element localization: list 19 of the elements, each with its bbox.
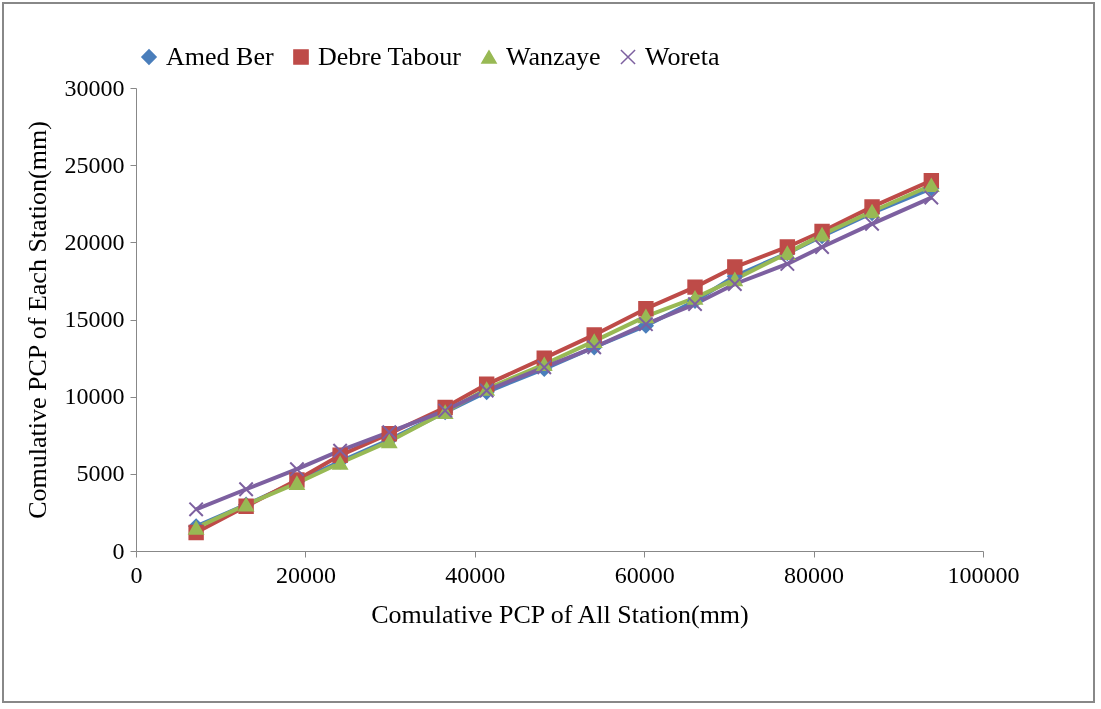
x-tick-label: 60000 xyxy=(614,561,675,588)
x-tick-label: 0 xyxy=(130,561,143,588)
y-tick-label: 5000 xyxy=(76,460,125,487)
y-tick-label: 25000 xyxy=(64,151,125,178)
y-tick-label: 10000 xyxy=(64,383,125,410)
legend-label: Woreta xyxy=(645,42,720,71)
y-axis-title: Comulative PCP of Each Station(mm) xyxy=(22,121,52,519)
legend-label: Debre Tabour xyxy=(318,42,462,71)
y-tick-label: 30000 xyxy=(64,74,125,101)
x-tick-label: 100000 xyxy=(947,561,1020,588)
y-tick-label: 15000 xyxy=(64,306,125,332)
legend-label: Wanzaye xyxy=(506,42,601,71)
y-tick-label: 0 xyxy=(112,537,125,564)
x-tick-label: 40000 xyxy=(445,561,506,588)
x-tick-label: 20000 xyxy=(275,561,336,588)
x-tick-label: 80000 xyxy=(784,561,845,588)
y-tick-label: 20000 xyxy=(64,228,125,255)
legend-label: Amed Ber xyxy=(166,42,274,71)
x-axis-title: Comulative PCP of All Station(mm) xyxy=(371,599,749,629)
